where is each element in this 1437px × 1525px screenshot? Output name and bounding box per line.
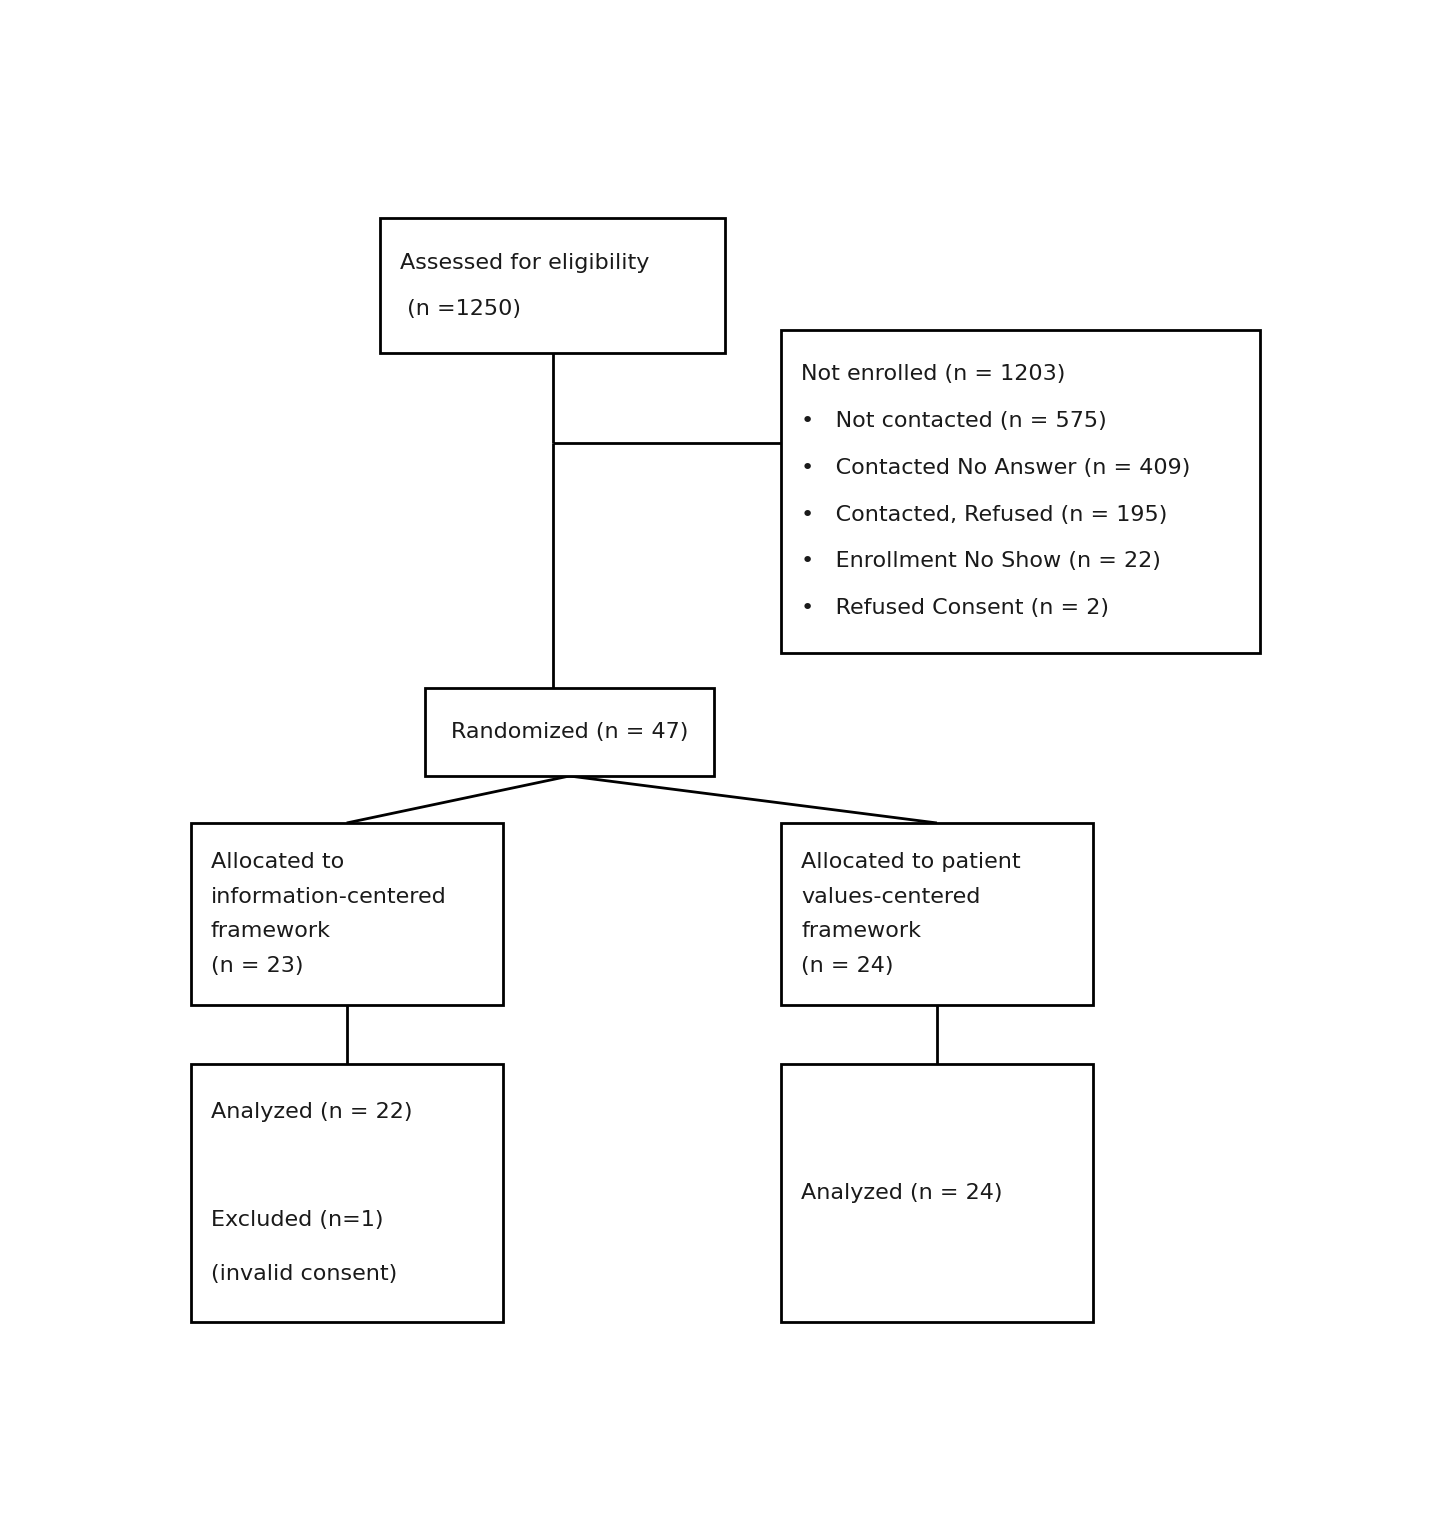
Text: framework: framework — [211, 921, 331, 941]
FancyBboxPatch shape — [191, 824, 503, 1005]
FancyBboxPatch shape — [191, 1064, 503, 1322]
Text: Allocated to patient: Allocated to patient — [800, 851, 1020, 872]
Text: (invalid consent): (invalid consent) — [211, 1264, 397, 1284]
Text: framework: framework — [800, 921, 921, 941]
Text: •   Contacted No Answer (n = 409): • Contacted No Answer (n = 409) — [800, 458, 1190, 477]
Text: values-centered: values-centered — [800, 886, 980, 906]
FancyBboxPatch shape — [782, 1064, 1094, 1322]
FancyBboxPatch shape — [782, 329, 1260, 653]
Text: Analyzed (n = 24): Analyzed (n = 24) — [800, 1183, 1003, 1203]
Text: (n =1250): (n =1250) — [399, 299, 522, 319]
Text: (n = 24): (n = 24) — [800, 956, 894, 976]
Text: Allocated to: Allocated to — [211, 851, 343, 872]
Text: •   Refused Consent (n = 2): • Refused Consent (n = 2) — [800, 598, 1109, 618]
Text: Randomized (n = 47): Randomized (n = 47) — [451, 721, 688, 743]
FancyBboxPatch shape — [782, 824, 1094, 1005]
FancyBboxPatch shape — [425, 688, 714, 776]
Text: Excluded (n=1): Excluded (n=1) — [211, 1209, 384, 1229]
Text: •   Not contacted (n = 575): • Not contacted (n = 575) — [800, 412, 1106, 432]
Text: Analyzed (n = 22): Analyzed (n = 22) — [211, 1103, 412, 1122]
FancyBboxPatch shape — [379, 218, 726, 354]
Text: •   Enrollment No Show (n = 22): • Enrollment No Show (n = 22) — [800, 552, 1161, 572]
Text: •   Contacted, Refused (n = 195): • Contacted, Refused (n = 195) — [800, 505, 1167, 525]
Text: Not enrolled (n = 1203): Not enrolled (n = 1203) — [800, 364, 1065, 384]
Text: (n = 23): (n = 23) — [211, 956, 303, 976]
Text: information-centered: information-centered — [211, 886, 447, 906]
Text: Assessed for eligibility: Assessed for eligibility — [399, 253, 650, 273]
